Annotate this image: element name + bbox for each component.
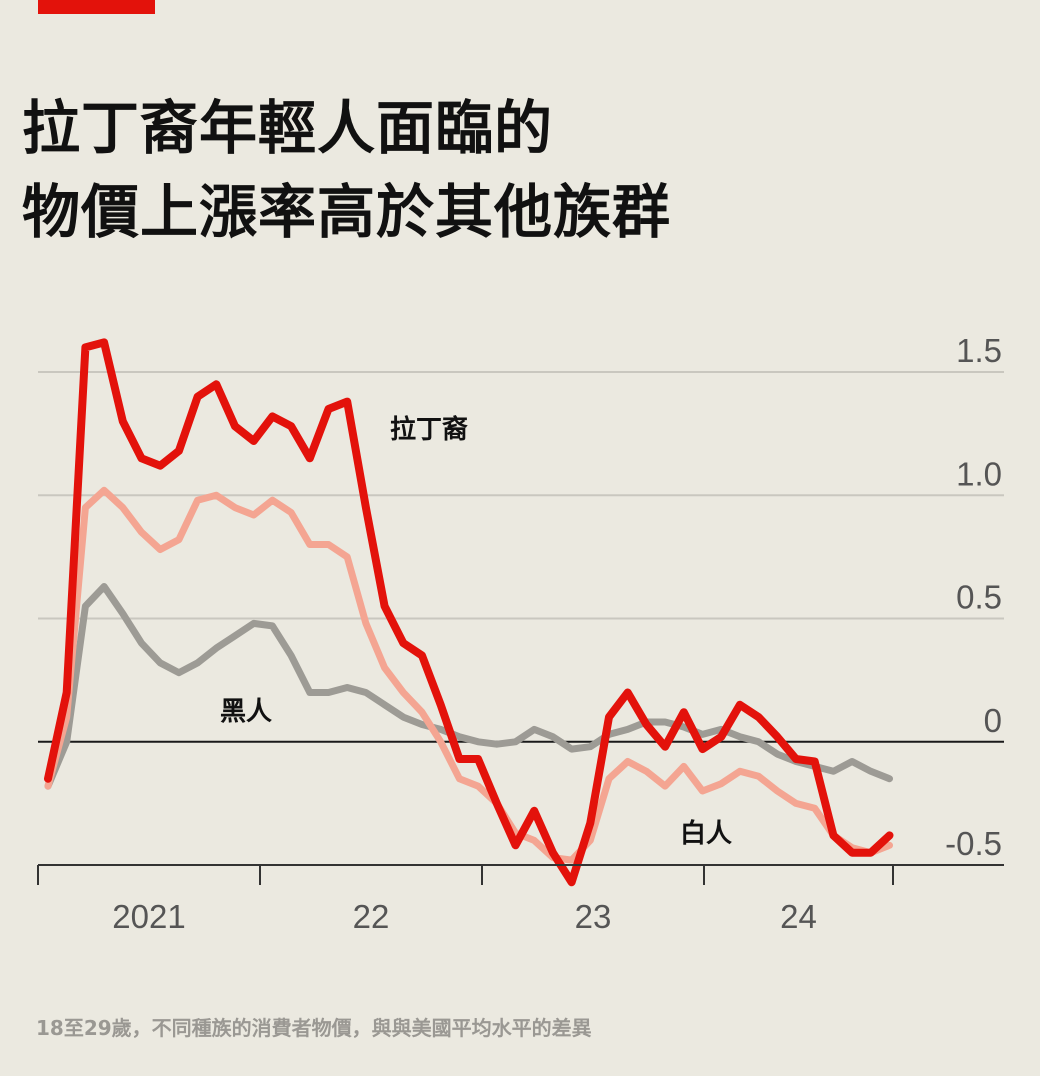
x-axis (37, 864, 1004, 885)
series-label-latino: 拉丁裔 (390, 414, 468, 445)
y-tick-label: 1.0 (956, 455, 1002, 492)
series-lines (44, 338, 894, 887)
x-tick-label: 24 (780, 898, 817, 935)
chart-footnote: 18至29歲，不同種族的消費者物價，與與美國平均水平的差異 (36, 1016, 592, 1040)
x-tick-label: 2021 (112, 898, 185, 935)
series-line-latino (44, 338, 894, 887)
series-line-white (44, 486, 893, 864)
y-tick-label: -0.5 (945, 825, 1002, 862)
y-tick-label: 1.5 (956, 332, 1002, 369)
y-tick-label: 0 (984, 702, 1002, 739)
series-label-black: 黑人 (220, 697, 272, 727)
series-line-black (44, 583, 893, 790)
series-label-white: 白人 (680, 818, 732, 849)
title-line-2: 物價上漲率高於其他族群 (22, 178, 672, 246)
chart-title: 拉丁裔年輕人面臨的 物價上漲率高於其他族群 (22, 86, 671, 254)
title-line-1: 拉丁裔年輕人面臨的 (22, 94, 554, 162)
accent-bar (38, 0, 155, 14)
y-tick-label: 0.5 (956, 579, 1002, 616)
x-tick-label: 23 (575, 898, 612, 935)
x-tick-label: 22 (353, 898, 390, 935)
